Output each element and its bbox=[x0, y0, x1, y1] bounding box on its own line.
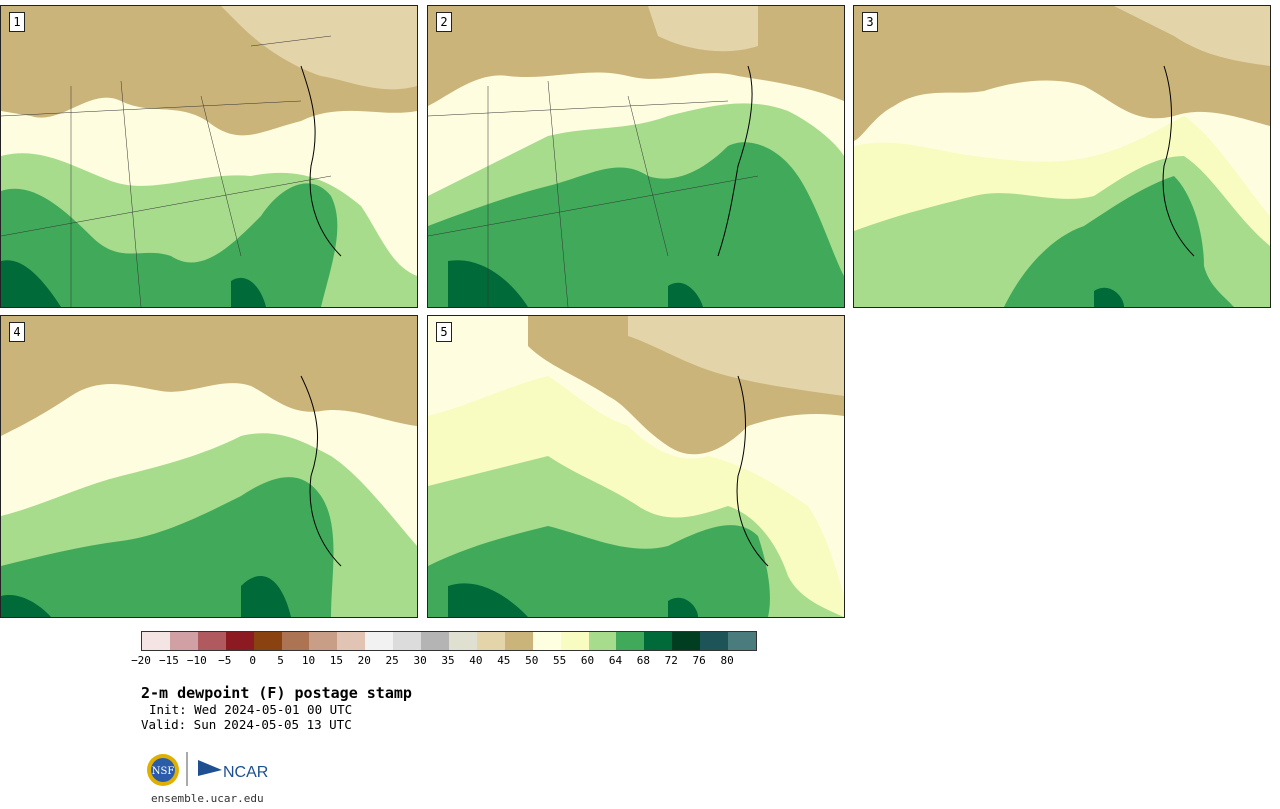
nsf-logo-text: NSF bbox=[152, 766, 175, 777]
colorbar-segment bbox=[700, 632, 729, 650]
panel-number: 5 bbox=[436, 322, 452, 342]
colorbar-segment bbox=[644, 632, 673, 650]
colorbar-segment bbox=[560, 632, 589, 650]
colorbar-segment bbox=[337, 632, 366, 650]
colorbar-segment bbox=[504, 632, 533, 650]
ncar-logo-text: NCAR bbox=[223, 764, 268, 781]
forecast-panel-4[interactable]: 4 bbox=[0, 315, 418, 618]
colorbar-tick-label: 72 bbox=[664, 654, 678, 667]
colorbar-segment bbox=[225, 632, 254, 650]
colorbar-segment bbox=[365, 632, 394, 650]
colorbar-segment bbox=[532, 632, 561, 650]
colorbar-segment bbox=[253, 632, 282, 650]
colorbar-tick-label: −20 bbox=[131, 654, 151, 667]
colorbar-tick-label: 68 bbox=[636, 654, 650, 667]
colorbar-segment bbox=[616, 632, 645, 650]
dewpoint-map-1 bbox=[1, 6, 417, 307]
colorbar-tick-label: 55 bbox=[553, 654, 567, 667]
colorbar-tick-label: 40 bbox=[469, 654, 483, 667]
colorbar-tick-label: 0 bbox=[249, 654, 256, 667]
forecast-panel-2[interactable]: 2 bbox=[427, 5, 845, 308]
colorbar-ticks: −20 −15 −10 −5 0 5 10 15 20 25 30 35 40 45 50 55 60 64 68 7… bbox=[131, 654, 757, 668]
panel-number: 4 bbox=[9, 322, 25, 342]
colorbar-tick-label: −10 bbox=[186, 654, 207, 667]
forecast-panel-1[interactable]: 1 bbox=[0, 5, 418, 308]
dewpoint-map-5 bbox=[428, 316, 844, 617]
colorbar-segment bbox=[448, 632, 477, 650]
colorbar-tick-label: 30 bbox=[413, 654, 427, 667]
colorbar-segment bbox=[309, 632, 338, 650]
dewpoint-map-2 bbox=[428, 6, 844, 307]
colorbar-segment bbox=[169, 632, 198, 650]
colorbar-tick-label: 60 bbox=[580, 654, 595, 667]
valid-time: Valid: Sun 2024-05-05 13 UTC bbox=[141, 717, 352, 732]
colorbar-tick-label: 25 bbox=[385, 654, 399, 667]
panel-number: 3 bbox=[862, 12, 878, 32]
forecast-panel-5[interactable]: 5 bbox=[427, 315, 845, 618]
colorbar-segment bbox=[476, 632, 505, 650]
colorbar-tick-label: 20 bbox=[357, 654, 371, 667]
dewpoint-map-4 bbox=[1, 316, 417, 617]
panel-number: 2 bbox=[436, 12, 452, 32]
colorbar-segment bbox=[672, 632, 701, 650]
colorbar-segment bbox=[281, 632, 310, 650]
colorbar-tick-label: 35 bbox=[441, 654, 455, 667]
chart-title: 2-m dewpoint (F) postage stamp bbox=[141, 684, 412, 702]
colorbar-tick-label: 64 bbox=[608, 654, 623, 667]
colorbar-segment bbox=[421, 632, 449, 650]
source-url[interactable]: ensemble.ucar.edu bbox=[151, 792, 264, 805]
nsf-ncar-logo: NSF NCAR bbox=[147, 752, 268, 786]
colorbar-tick-label: 50 bbox=[525, 654, 539, 667]
panel-number: 1 bbox=[9, 12, 25, 32]
colorbar-tick-label: 15 bbox=[329, 654, 343, 667]
forecast-panel-3[interactable]: 3 bbox=[853, 5, 1271, 308]
colorbar-tick-label: 80 bbox=[720, 654, 734, 667]
init-time: Init: Wed 2024-05-01 00 UTC bbox=[149, 702, 353, 717]
colorbar-tick-label: 5 bbox=[277, 654, 284, 667]
colorbar-tick-label: −15 bbox=[158, 654, 179, 667]
colorbar-segment bbox=[142, 632, 170, 650]
colorbar-segment bbox=[728, 632, 756, 650]
colorbar-segment bbox=[197, 632, 226, 650]
colorbar bbox=[141, 631, 757, 651]
dewpoint-map-3 bbox=[854, 6, 1270, 307]
colorbar-segment bbox=[588, 632, 617, 650]
colorbar-tick-label: 10 bbox=[301, 654, 316, 667]
colorbar-tick-label: −5 bbox=[218, 654, 232, 667]
colorbar-segment bbox=[393, 632, 422, 650]
colorbar-tick-label: 45 bbox=[497, 654, 511, 667]
colorbar-tick-label: 76 bbox=[692, 654, 706, 667]
